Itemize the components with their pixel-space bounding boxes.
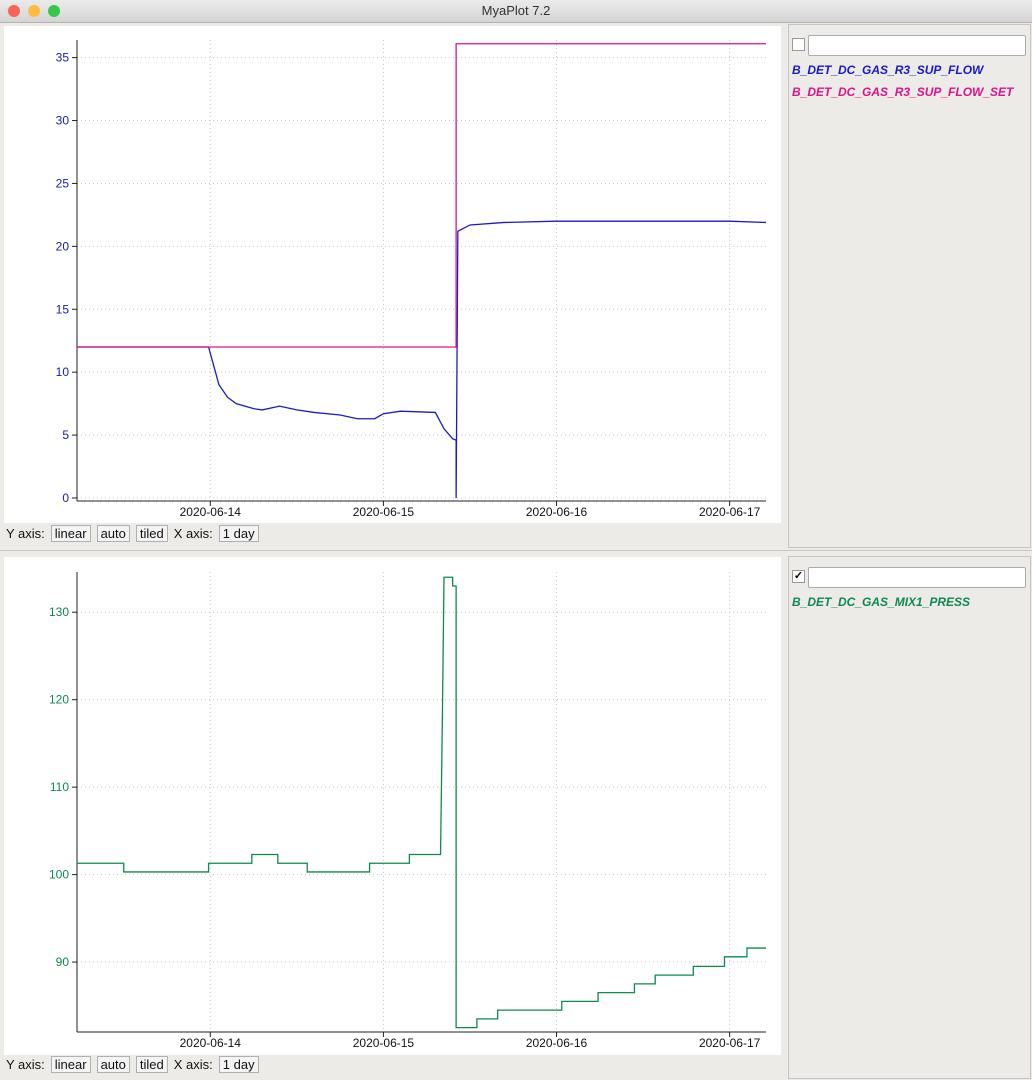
legend-panel: B_DET_DC_GAS_R3_SUP_FLOW B_DET_DC_GAS_R3_…	[788, 24, 1031, 548]
control-button[interactable]: linear	[50, 525, 91, 542]
title-bar: MyaPlot 7.2	[0, 0, 1032, 23]
legend-entry[interactable]: B_DET_DC_GAS_R3_SUP_FLOW	[792, 63, 984, 77]
close-button[interactable]	[8, 5, 20, 17]
legend-checkbox[interactable]: ✓	[792, 570, 805, 583]
axis-controls: Y axis: linear auto tiled X axis: 1 day	[6, 525, 265, 542]
plot-background	[4, 26, 781, 523]
legend-checkbox[interactable]	[792, 38, 805, 51]
control-button[interactable]: 1 day	[218, 525, 259, 542]
legend-input[interactable]	[808, 567, 1026, 588]
control-button[interactable]: tiled	[135, 525, 168, 542]
control-label: Y axis:	[6, 1057, 45, 1072]
legend-entry[interactable]: B_DET_DC_GAS_MIX1_PRESS	[792, 595, 971, 609]
control-button[interactable]: tiled	[135, 1056, 168, 1073]
legend-input[interactable]	[808, 35, 1026, 56]
control-button[interactable]: linear	[50, 1056, 91, 1073]
control-button[interactable]: auto	[96, 525, 130, 542]
splitter[interactable]	[0, 550, 1032, 553]
plot-background	[4, 557, 781, 1055]
minimize-button[interactable]	[28, 5, 40, 17]
control-button[interactable]: auto	[96, 1056, 130, 1073]
control-label: Y axis:	[6, 526, 45, 541]
control-label: X axis:	[173, 526, 213, 541]
control-label: X axis:	[173, 1057, 213, 1072]
control-button[interactable]: 1 day	[218, 1056, 259, 1073]
legend-panel: ✓ B_DET_DC_GAS_MIX1_PRESS	[788, 556, 1031, 1079]
axis-controls: Y axis: linear auto tiled X axis: 1 day	[6, 1056, 265, 1073]
legend-entry[interactable]: B_DET_DC_GAS_R3_SUP_FLOW_SET	[792, 85, 1014, 99]
window-title: MyaPlot 7.2	[481, 3, 551, 18]
zoom-button[interactable]	[48, 5, 60, 17]
